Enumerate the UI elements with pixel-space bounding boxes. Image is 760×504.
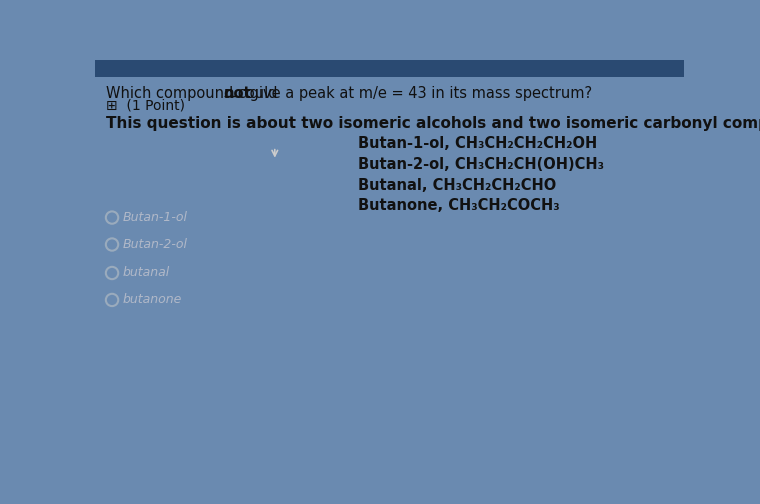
Text: Butanone, CH₃CH₂COCH₃: Butanone, CH₃CH₂COCH₃: [359, 198, 560, 213]
Text: not: not: [223, 86, 252, 101]
Text: Butan-2-ol, CH₃CH₂CH(OH)CH₃: Butan-2-ol, CH₃CH₂CH(OH)CH₃: [359, 157, 604, 172]
Text: Butanal, CH₃CH₂CH₂CHO: Butanal, CH₃CH₂CH₂CHO: [359, 177, 557, 193]
Text: Which compound could: Which compound could: [106, 86, 282, 101]
Bar: [95, 60, 684, 77]
Text: give a peak at m/e = 43 in its mass spectrum?: give a peak at m/e = 43 in its mass spec…: [245, 86, 592, 101]
Text: Butan-1-ol: Butan-1-ol: [123, 211, 188, 224]
Text: This question is about two isomeric alcohols and two isomeric carbonyl compounds: This question is about two isomeric alco…: [106, 116, 760, 131]
Text: ⊞  (1 Point): ⊞ (1 Point): [106, 99, 185, 113]
Text: butanone: butanone: [123, 293, 182, 306]
Text: Butan-2-ol: Butan-2-ol: [123, 238, 188, 251]
Text: butanal: butanal: [123, 267, 170, 280]
Text: Butan-1-ol, CH₃CH₂CH₂CH₂OH: Butan-1-ol, CH₃CH₂CH₂CH₂OH: [359, 136, 598, 151]
